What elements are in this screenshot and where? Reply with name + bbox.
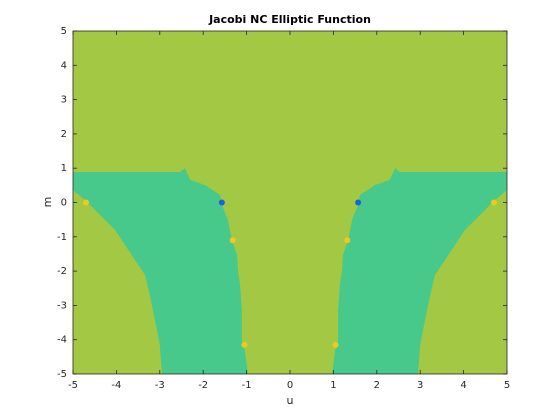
chart-title: Jacobi NC Elliptic Function <box>208 13 371 26</box>
x-tick-label: -3 <box>155 380 165 391</box>
y-tick-label: 4 <box>61 60 67 71</box>
point <box>83 199 90 206</box>
point <box>332 341 339 348</box>
x-tick-label: 2 <box>374 380 380 391</box>
y-tick-label: -3 <box>57 300 67 311</box>
x-tick-label: -5 <box>68 380 78 391</box>
point <box>490 199 497 206</box>
point <box>241 341 248 348</box>
y-axis-label: m <box>41 197 54 208</box>
y-tick-label: 3 <box>61 95 67 106</box>
x-tick-label: -2 <box>198 380 208 391</box>
y-tick-label: 2 <box>61 129 67 140</box>
point <box>344 237 351 244</box>
x-tick-label: 4 <box>460 380 466 391</box>
point <box>355 199 362 206</box>
y-tick-label: -1 <box>57 232 67 243</box>
point <box>229 237 236 244</box>
x-axis-label: u <box>287 394 294 407</box>
y-tick-label: -2 <box>57 266 67 277</box>
x-tick-label: 3 <box>417 380 423 391</box>
x-tick-label: 1 <box>330 380 336 391</box>
x-tick-label: -1 <box>242 380 252 391</box>
x-tick-label: 0 <box>287 380 293 391</box>
y-tick-label: -4 <box>57 335 67 346</box>
region <box>73 168 248 374</box>
y-tick-label: 1 <box>61 163 67 174</box>
x-tick-label: 5 <box>504 380 510 391</box>
x-tick-label: -4 <box>111 380 121 391</box>
y-tick-label: 5 <box>61 26 67 37</box>
point <box>218 199 225 206</box>
region <box>332 168 507 374</box>
y-tick-label: -5 <box>57 369 67 380</box>
y-tick-label: 0 <box>61 198 67 209</box>
